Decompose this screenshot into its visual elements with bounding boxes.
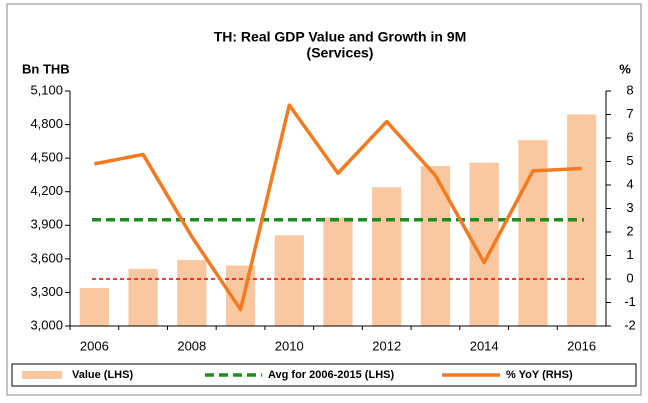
bar — [274, 235, 304, 326]
line-series — [94, 103, 582, 312]
y-tick-label: 4,200 — [30, 183, 63, 198]
legend-label: Value (LHS) — [72, 369, 133, 381]
chart-title: TH: Real GDP Value and Growth in 9M — [214, 29, 467, 45]
bar — [128, 268, 158, 326]
x-tick-label: 2008 — [177, 338, 206, 353]
y2-tick-label: 0 — [626, 270, 633, 285]
y2-axis-label: % — [619, 61, 631, 76]
y-tick-label: 4,500 — [30, 150, 63, 165]
bar — [420, 165, 451, 326]
bar — [79, 287, 109, 326]
y-tick-label: 5,100 — [30, 82, 63, 97]
y2-tick-label: 8 — [626, 82, 633, 97]
bar — [518, 140, 548, 326]
y-tick-label: 4,800 — [30, 116, 63, 131]
y2-tick-label: 3 — [626, 200, 633, 215]
y2-tick-label: 6 — [626, 129, 633, 144]
y-tick-label: 3,600 — [30, 250, 63, 265]
y2-tick-label: -1 — [624, 294, 636, 309]
y2-tick-label: 4 — [626, 176, 633, 191]
y-tick-label: 3,900 — [30, 217, 63, 232]
y2-tick-label: 7 — [626, 106, 633, 121]
legend-box — [11, 363, 637, 387]
y-tick-label: 3,300 — [30, 284, 63, 299]
x-tick-label: 2012 — [372, 338, 401, 353]
x-tick-label: 2006 — [80, 338, 109, 353]
x-tick-label: 2016 — [567, 338, 596, 353]
bar — [323, 217, 353, 326]
bar — [177, 259, 207, 326]
legend-label: Avg for 2006-2015 (LHS) — [268, 369, 394, 381]
chart-subtitle: (Services) — [307, 45, 374, 61]
bar — [372, 187, 402, 326]
y2-tick-label: 1 — [626, 247, 633, 262]
y2-tick-label: 5 — [626, 153, 633, 168]
x-tick-label: 2010 — [275, 338, 304, 353]
y-tick-label: 3,000 — [30, 317, 63, 332]
legend-label: % YoY (RHS) — [506, 369, 573, 381]
y2-tick-label: 2 — [626, 223, 633, 238]
x-tick-label: 2014 — [470, 338, 499, 353]
y2-tick-label: -2 — [624, 317, 636, 332]
legend-swatch — [22, 371, 62, 379]
y-axis-label: Bn THB — [22, 61, 70, 76]
